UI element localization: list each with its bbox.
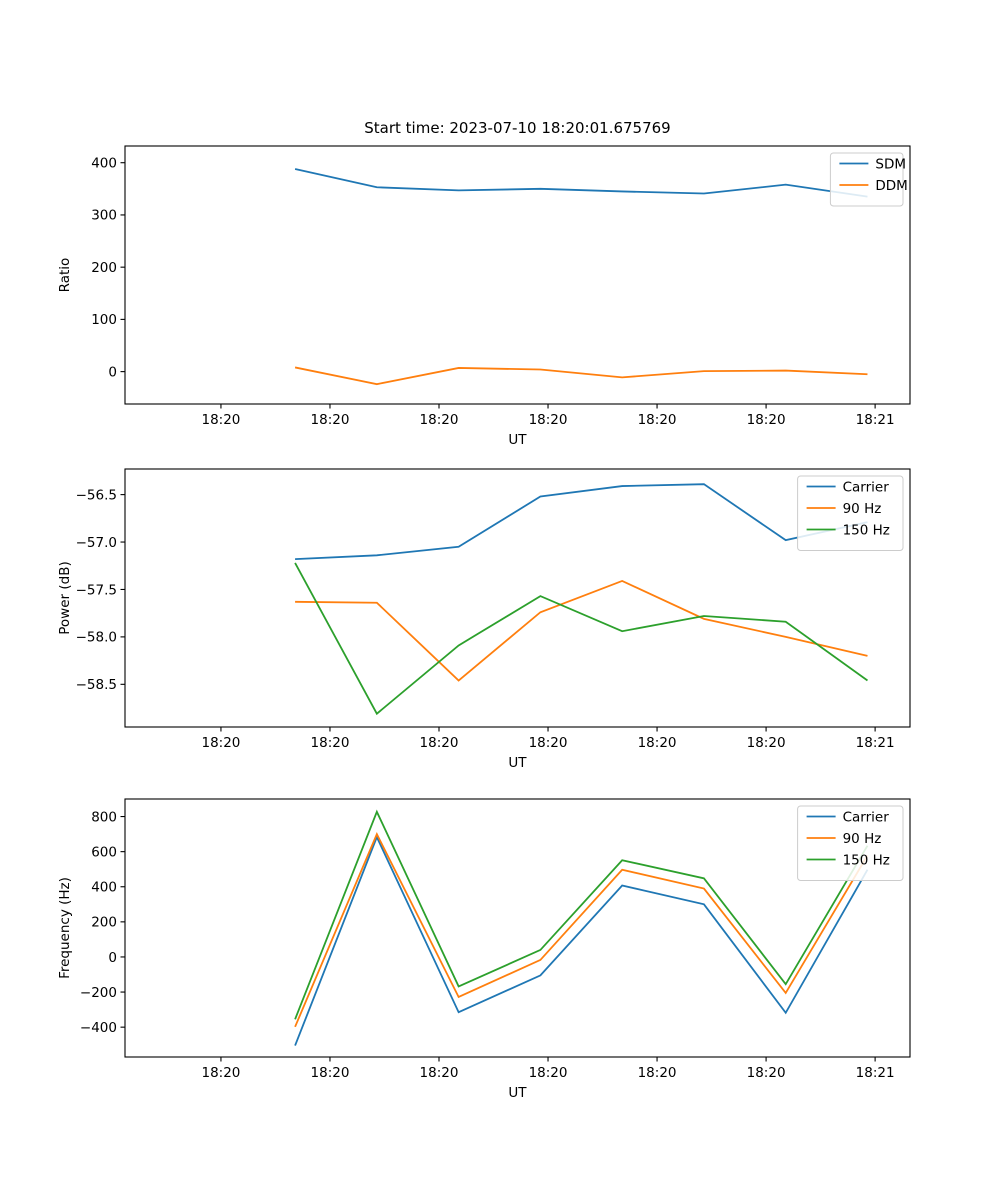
x-axis-label: UT (508, 1085, 527, 1101)
y-tick-label: 400 (91, 880, 117, 896)
x-tick-label: 18:20 (201, 412, 240, 428)
y-tick-label: 0 (108, 950, 117, 966)
y-tick-label: −56.5 (76, 487, 117, 503)
series-line-90-hz (295, 579, 868, 682)
series-line-sdm (294, 168, 868, 198)
x-tick-label: 18:20 (638, 1065, 677, 1081)
legend[interactable]: Carrier 90 Hz 150 Hz (797, 805, 904, 881)
chart-canvas-panel-2: 18:20 18:20 18:20 18:20 18:20 18:20 18:21 −58.5… (57, 468, 911, 771)
legend-box (797, 805, 904, 881)
legend-box (797, 475, 904, 551)
y-tick-label: −58.5 (76, 677, 117, 693)
chart-title: Start time: 2023-07-10 18:20:01.675769 (364, 119, 670, 137)
x-tick-label: 18:20 (638, 412, 677, 428)
x-tick-label: 18:21 (856, 1065, 895, 1081)
y-tick-label: −200 (80, 985, 117, 1001)
series-line-150-hz (294, 562, 869, 716)
x-tick-label: 18:20 (529, 412, 568, 428)
y-tick-label: −57.5 (76, 582, 117, 598)
x-tick-label: 18:20 (201, 1065, 240, 1081)
x-tick-label: 18:20 (529, 735, 568, 751)
legend-label-sdm: SDM (875, 156, 906, 172)
legend-label-150-hz: 150 Hz (843, 852, 890, 868)
series-line-carrier (295, 483, 868, 561)
chart-canvas-panel-3: 18:20 18:20 18:20 18:20 18:20 18:20 18:21 −400 −… (57, 798, 911, 1101)
x-axis-label: UT (508, 432, 527, 448)
y-tick-label: 800 (91, 809, 117, 825)
y-tick-label: 600 (91, 844, 117, 860)
x-tick-label: 18:20 (420, 1065, 459, 1081)
series-line-carrier (294, 834, 869, 1046)
x-tick-label: 18:21 (856, 735, 895, 751)
x-tick-label: 18:20 (311, 1065, 350, 1081)
legend-label-150-hz: 150 Hz (843, 522, 890, 538)
axes-frame (124, 468, 911, 728)
y-tick-label: −57.0 (76, 535, 117, 551)
series-line-90-hz (294, 831, 869, 1028)
x-tick-label: 18:21 (856, 412, 895, 428)
x-tick-label: 18:20 (420, 412, 459, 428)
subplot-frequency: 18:20 18:20 18:20 18:20 18:20 18:20 18:21 −400 −… (0, 785, 1000, 1115)
y-axis-label: Power (dB) (57, 561, 73, 634)
y-axis-label: Ratio (57, 258, 73, 293)
legend[interactable]: SDM DDM (829, 152, 908, 207)
chart-canvas-panel-1: Start time: 2023-07-10 18:20:01.675769 18… (57, 119, 911, 448)
y-tick-label: 0 (108, 364, 117, 380)
subplot-ratio: Start time: 2023-07-10 18:20:01.675769 18… (0, 110, 1000, 455)
y-tick-label: −400 (80, 1020, 117, 1036)
series-line-ddm (294, 366, 868, 386)
legend-label-90-hz: 90 Hz (843, 501, 882, 517)
y-tick-label: 400 (91, 156, 117, 172)
y-tick-label: −58.0 (76, 630, 117, 646)
axes-frame (124, 798, 911, 1058)
y-tick-label: 300 (91, 208, 117, 224)
x-tick-label: 18:20 (311, 412, 350, 428)
y-tick-label: 100 (91, 312, 117, 328)
legend-label-90-hz: 90 Hz (843, 831, 882, 847)
y-axis-label: Frequency (Hz) (57, 877, 73, 979)
x-tick-label: 18:20 (311, 735, 350, 751)
y-tick-label: 200 (91, 915, 117, 931)
series-line-150-hz (294, 809, 869, 1020)
x-tick-label: 18:20 (747, 412, 786, 428)
x-axis-label: UT (508, 755, 527, 771)
x-tick-label: 18:20 (747, 1065, 786, 1081)
x-tick-label: 18:20 (201, 735, 240, 751)
subplot-power: 18:20 18:20 18:20 18:20 18:20 18:20 18:21 −58.5… (0, 455, 1000, 785)
x-tick-label: 18:20 (747, 735, 786, 751)
x-tick-label: 18:20 (420, 735, 459, 751)
legend[interactable]: Carrier 90 Hz 150 Hz (797, 475, 904, 551)
legend-label-ddm: DDM (875, 178, 907, 194)
legend-label-carrier: Carrier (843, 479, 890, 495)
x-tick-label: 18:20 (638, 735, 677, 751)
legend-label-carrier: Carrier (843, 809, 890, 825)
legend-box (829, 152, 904, 207)
y-tick-label: 200 (91, 260, 117, 276)
x-tick-label: 18:20 (529, 1065, 568, 1081)
axes-frame (124, 145, 911, 405)
